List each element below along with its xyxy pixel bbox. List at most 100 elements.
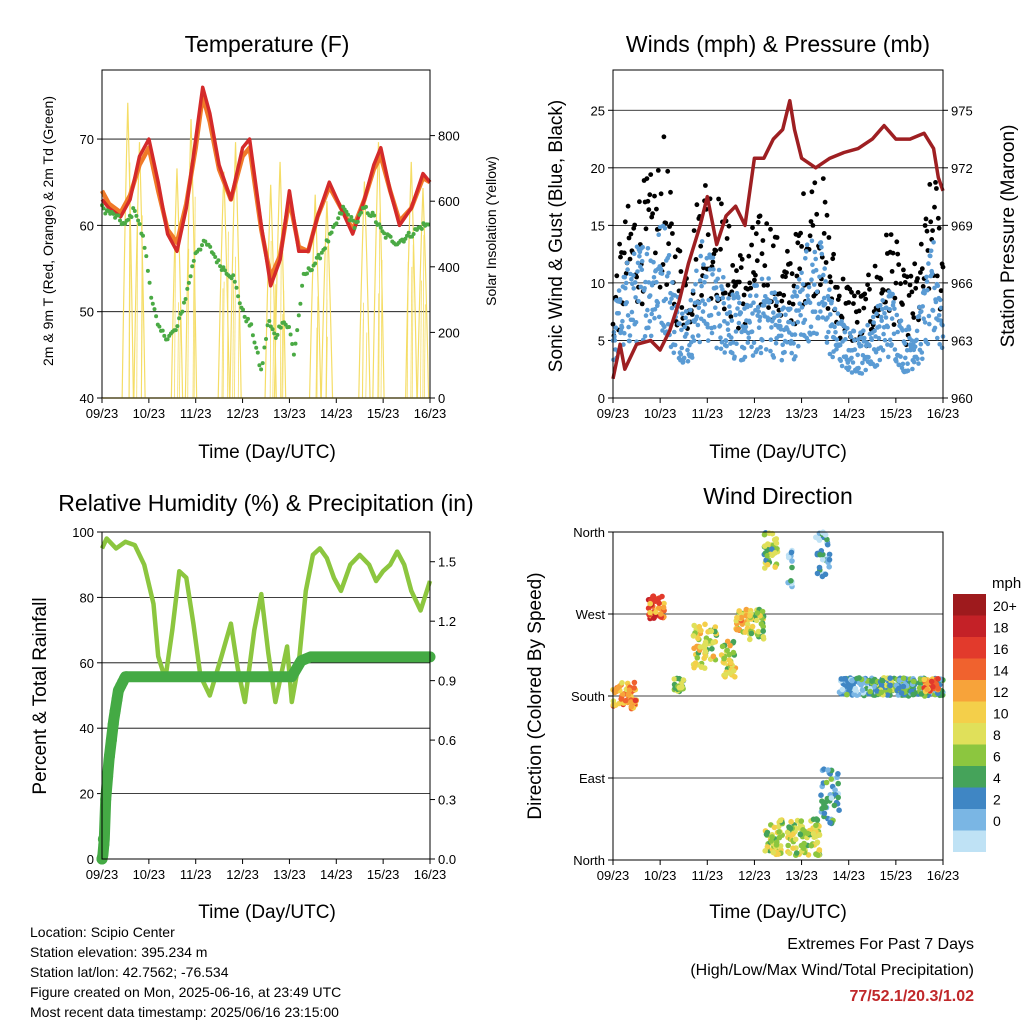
gust-point <box>892 295 898 301</box>
direction-point <box>867 688 873 695</box>
wind-point <box>698 253 703 259</box>
wind-point <box>870 314 876 320</box>
solar-insolation-peak <box>405 161 418 399</box>
gust-point <box>754 258 760 264</box>
legend-label: 4 <box>993 770 1001 786</box>
direction-point <box>814 840 820 846</box>
gust-point <box>730 263 736 268</box>
gust-point <box>807 233 813 239</box>
gust-point <box>740 301 746 307</box>
gust-point <box>812 180 818 186</box>
solar-insolation-peak <box>170 168 184 399</box>
gust-point <box>759 251 765 257</box>
dewpoint-point <box>129 215 134 219</box>
wind-point <box>795 284 800 290</box>
wind-point <box>782 349 787 355</box>
dewpoint-point <box>369 214 373 218</box>
direction-point <box>878 681 885 688</box>
wind-point <box>928 248 934 254</box>
direction-point <box>839 686 846 693</box>
wind-point <box>822 301 828 307</box>
direction-point <box>797 831 804 838</box>
wind-point <box>613 325 619 331</box>
winds-y2tick-label: 972 <box>951 161 973 176</box>
solar-insolation-spike <box>377 293 380 399</box>
humidity-y2tick-label: 0.0 <box>438 852 456 867</box>
gust-point <box>795 240 801 246</box>
direction-point <box>710 653 717 660</box>
gust-point <box>894 239 900 245</box>
wind-point <box>705 324 711 330</box>
wind-point <box>690 334 695 340</box>
gust-point <box>670 231 675 236</box>
wind-point <box>725 327 731 333</box>
legend-label: 14 <box>993 663 1009 679</box>
dewpoint-point <box>296 313 301 318</box>
gust-point <box>678 269 684 274</box>
direction-point <box>835 780 841 787</box>
gust-point <box>770 243 776 249</box>
dewpoint-point <box>267 319 272 323</box>
direction-point <box>771 824 778 831</box>
direction-point <box>918 691 925 697</box>
winds-ytick-label: 20 <box>591 161 605 176</box>
dewpoint-point <box>278 325 283 330</box>
wind-point <box>622 274 628 280</box>
extremes-box: Extremes For Past 7 Days (High/Low/Max W… <box>690 932 974 1010</box>
wind-point <box>886 354 891 360</box>
wind-point <box>691 338 697 343</box>
solar-insolation-spike <box>380 259 383 399</box>
direction-point <box>819 556 826 563</box>
temperature-ylabel-right: Solar Insolation (Yellow) <box>483 156 499 306</box>
wind-point <box>751 340 757 346</box>
wind-point <box>891 331 897 337</box>
gust-point <box>781 292 787 298</box>
wind-point <box>694 268 699 274</box>
temperature-xtick-label: 09/23 <box>86 406 119 421</box>
wind-point <box>874 311 879 317</box>
wind-point <box>623 280 629 286</box>
gust-point <box>765 282 770 288</box>
wind-point <box>733 329 739 334</box>
wind-point <box>803 255 808 261</box>
wind-point <box>631 286 636 291</box>
direction-point <box>828 795 835 801</box>
gust-point <box>657 284 663 290</box>
direction-point <box>817 551 823 558</box>
wind-point <box>796 277 802 282</box>
gust-point <box>710 259 716 265</box>
dewpoint-point <box>183 297 188 301</box>
solar-insolation-peak <box>320 201 334 399</box>
direction-point <box>647 609 653 616</box>
temperature-xtick-label: 16/23 <box>414 406 447 421</box>
winds-y2tick-label: 969 <box>951 218 973 233</box>
humidity-xtick-label: 16/23 <box>414 867 447 882</box>
temperature-xlabel: Time (Day/UTC) <box>198 442 336 463</box>
wind-point <box>939 345 945 351</box>
gust-point <box>617 241 622 247</box>
humidity-xtick-label: 09/23 <box>86 867 119 882</box>
dewpoint-point <box>126 217 131 222</box>
direction-point <box>777 817 784 824</box>
wind-point <box>932 285 937 291</box>
wind-point <box>651 259 656 265</box>
gust-point <box>820 176 826 182</box>
wind-point <box>652 315 657 321</box>
t2m-line <box>100 85 432 288</box>
wind-point <box>724 343 729 349</box>
wind-point <box>790 321 796 327</box>
solar-insolation-spike <box>232 280 235 399</box>
wind-point <box>655 300 661 306</box>
wind-point <box>735 306 740 311</box>
wind-point <box>818 240 824 245</box>
wind-point <box>749 329 755 335</box>
dewpoint-point <box>141 233 145 238</box>
gust-point <box>934 186 939 191</box>
direction-point <box>801 840 807 847</box>
gust-point <box>923 216 929 222</box>
gust-point <box>693 257 699 262</box>
gust-point <box>808 219 814 224</box>
wind-point <box>906 327 912 332</box>
gust-point <box>855 290 861 295</box>
dewpoint-point <box>134 213 139 218</box>
